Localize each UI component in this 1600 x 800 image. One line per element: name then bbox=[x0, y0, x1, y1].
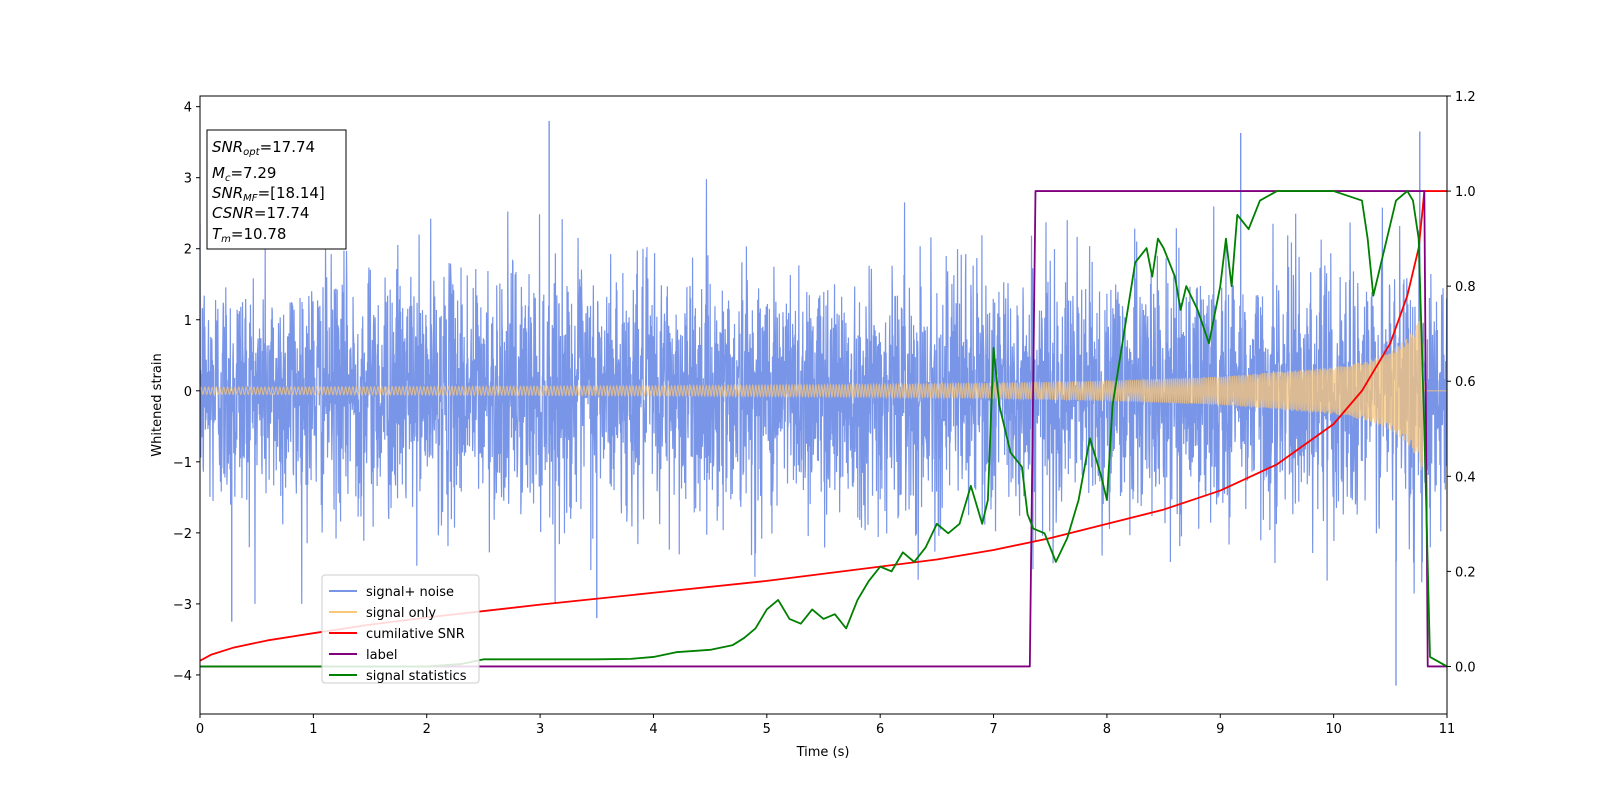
y-right-tick-label: 0.6 bbox=[1455, 375, 1476, 390]
series-signal-only-line bbox=[200, 318, 1447, 471]
y-left-tick-label: 3 bbox=[184, 172, 192, 187]
x-tick-label: 3 bbox=[536, 722, 544, 737]
x-tick-label: 7 bbox=[989, 722, 997, 737]
annotation-snr-mf: SNRMF=[18.14] bbox=[212, 184, 325, 204]
x-tick-label: 11 bbox=[1439, 722, 1456, 737]
annotation-box: SNRopt=17.74 Mc=7.29 SNRMF=[18.14] CSNR=… bbox=[206, 129, 347, 250]
legend-label: cumilative SNR bbox=[366, 627, 465, 642]
x-tick-label: 1 bbox=[309, 722, 317, 737]
annotation-csnr: CSNR=17.74 bbox=[212, 204, 309, 222]
x-tick-label: 0 bbox=[196, 722, 204, 737]
y-left-tick-label: 0 bbox=[184, 385, 192, 400]
annotation-frame bbox=[206, 129, 347, 250]
y-left-tick-label: 4 bbox=[184, 101, 192, 116]
x-axis: 0 1 2 3 4 5 6 7 8 9 10 11 bbox=[196, 714, 1455, 737]
y-right-tick-label: 0.8 bbox=[1455, 280, 1476, 295]
y-left-tick-label: −2 bbox=[173, 527, 192, 542]
plot-frame bbox=[199, 95, 1448, 715]
x-axis-label: Time (s) bbox=[796, 745, 850, 760]
y-right-tick-label: 0.4 bbox=[1455, 470, 1476, 485]
x-tick-label: 10 bbox=[1325, 722, 1342, 737]
x-tick-label: 5 bbox=[763, 722, 771, 737]
y-right-tick-label: 1.0 bbox=[1455, 185, 1476, 200]
annotation-tm: Tm=10.78 bbox=[212, 225, 286, 245]
legend-entries: signal+ noise signal only cumilative SNR la… bbox=[329, 585, 467, 684]
y-left-tick-label: −3 bbox=[173, 598, 192, 613]
y-right-tick-label: 0.0 bbox=[1455, 660, 1476, 675]
annotation-mc: Mc=7.29 bbox=[212, 164, 276, 184]
legend-label: signal+ noise bbox=[366, 585, 454, 600]
legend-label: signal only bbox=[366, 606, 436, 621]
y-right-tick-label: 0.2 bbox=[1455, 565, 1476, 580]
legend-label: signal statistics bbox=[366, 669, 467, 684]
y-axis-label: Whitened strain bbox=[150, 353, 165, 456]
legend-frame bbox=[321, 574, 480, 684]
x-tick-label: 6 bbox=[876, 722, 884, 737]
legend-label: label bbox=[366, 648, 397, 663]
x-tick-label: 4 bbox=[649, 722, 657, 737]
legend: signal+ noise signal only cumilative SNR la… bbox=[321, 574, 480, 684]
x-tick-label: 8 bbox=[1103, 722, 1111, 737]
y-left-tick-label: 2 bbox=[184, 243, 192, 258]
y-left-tick-label: 1 bbox=[184, 314, 192, 329]
y-left-tick-label: −4 bbox=[173, 669, 192, 684]
y-axis-right: 0.0 0.2 0.4 0.6 0.8 1.0 1.2 bbox=[1447, 90, 1476, 675]
y-axis-left: −4 −3 −2 −1 0 1 2 3 4 bbox=[173, 101, 200, 684]
series-signal-statistics-line bbox=[200, 190, 1447, 668]
annotation-snr-opt: SNRopt=17.74 bbox=[212, 138, 315, 158]
y-left-tick-label: −1 bbox=[173, 456, 192, 471]
x-tick-label: 9 bbox=[1216, 722, 1224, 737]
series-label-line bbox=[200, 190, 1447, 668]
y-right-tick-label: 1.2 bbox=[1455, 90, 1476, 105]
x-tick-label: 2 bbox=[423, 722, 431, 737]
